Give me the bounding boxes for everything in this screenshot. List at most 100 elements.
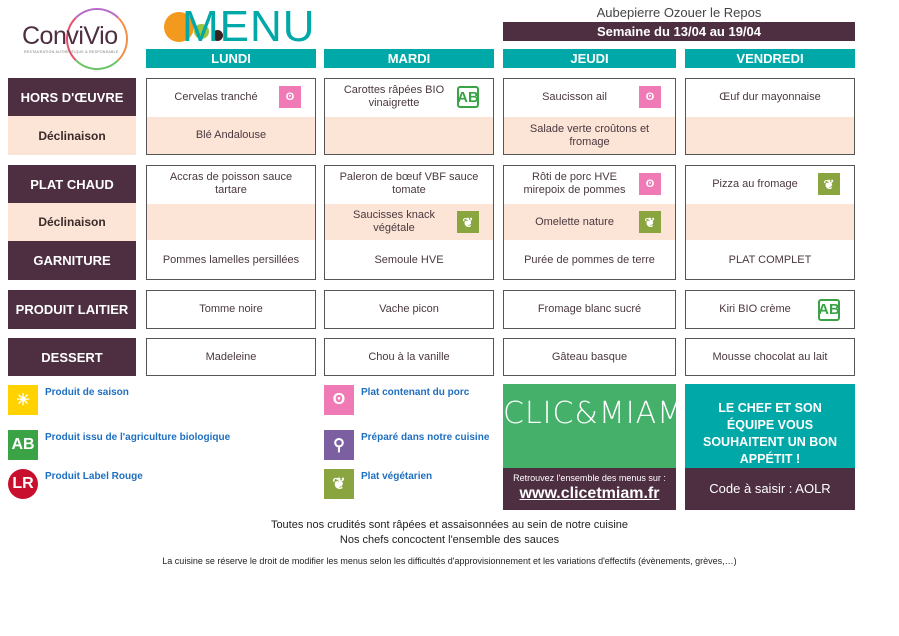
menu-cell: Rôti de porc HVE mirepoix de pommes ʘ bbox=[504, 166, 675, 202]
footer-note-1: Toutes nos crudités sont râpées et assai… bbox=[270, 519, 629, 531]
dish-name: Pizza au fromage bbox=[712, 177, 798, 190]
pig-icon: ʘ bbox=[324, 385, 354, 415]
menu-cell: Kiri BIO crème AB bbox=[686, 291, 854, 328]
row-label: HORS D'ŒUVRE bbox=[8, 78, 136, 116]
menu-group-box bbox=[685, 338, 855, 376]
dish-name: Carottes râpées BIO vinaigrette bbox=[343, 84, 445, 109]
dish-name: Omelette nature bbox=[535, 215, 614, 228]
clicmiam-panel[interactable]: CLIC&MIAM! Retrouvez l'ensemble des menu… bbox=[503, 384, 696, 510]
menu-group-box bbox=[685, 290, 855, 329]
dish-name: Vache picon bbox=[379, 303, 439, 315]
menu-cell bbox=[147, 204, 315, 240]
week-range: Semaine du 13/04 au 19/04 bbox=[503, 22, 855, 41]
legend-label: Produit issu de l'agriculture biologique bbox=[45, 432, 231, 443]
menu-cell: Pommes lamelles persillées bbox=[147, 242, 315, 279]
legend-label: Plat contenant du porc bbox=[361, 387, 470, 398]
leaf-icon: ❦ bbox=[639, 211, 661, 233]
pumpkin-illustration bbox=[164, 12, 194, 42]
page-title: MENU bbox=[182, 2, 316, 51]
access-code: Code à saisir : AOLR bbox=[685, 468, 855, 510]
leaf-icon: ❦ bbox=[818, 173, 840, 195]
menu-cell: Vache picon bbox=[325, 291, 493, 328]
menu-cell: Cervelas tranché ʘ bbox=[147, 79, 315, 115]
menu-cell: Semoule HVE bbox=[325, 242, 493, 279]
pig-icon: ʘ bbox=[279, 86, 301, 108]
menu-cell: Carottes râpées BIO vinaigrette AB bbox=[325, 79, 493, 115]
ab-icon: AB bbox=[818, 298, 840, 321]
menu-cell: Accras de poisson sauce tartare bbox=[147, 166, 315, 202]
menu-cell: Purée de pommes de terre bbox=[504, 242, 675, 279]
dish-name: Cervelas tranché bbox=[174, 90, 258, 103]
menu-group-box bbox=[503, 290, 676, 329]
row-label: Déclinaison bbox=[8, 116, 136, 155]
menu-group-box bbox=[503, 338, 676, 376]
clicmiam-text: Retrouvez l'ensemble des menus sur : bbox=[513, 473, 666, 483]
whisk-icon: ⚲ bbox=[324, 430, 354, 460]
menu-cell bbox=[686, 117, 854, 154]
label-rouge-icon: LR bbox=[8, 469, 38, 499]
leaf-icon: ❦ bbox=[324, 469, 354, 499]
menu-cell: Tomme noire bbox=[147, 291, 315, 328]
dish-name: Madeleine bbox=[205, 350, 257, 363]
pig-icon: ʘ bbox=[639, 86, 661, 108]
legend-label: Produit Label Rouge bbox=[45, 471, 143, 482]
menu-cell: Chou à la vanille bbox=[325, 339, 493, 375]
menu-cell: Salade verte croûtons et fromage bbox=[504, 117, 675, 154]
day-header-3: VENDREDI bbox=[685, 49, 855, 68]
menu-cell bbox=[325, 117, 493, 154]
dish-name: Chou à la vanille bbox=[368, 350, 450, 363]
menu-group-box bbox=[324, 290, 494, 329]
ab-icon: AB bbox=[8, 430, 38, 460]
ab-icon: AB bbox=[457, 86, 479, 108]
sun-icon: ☀ bbox=[8, 385, 38, 415]
menu-cell: PLAT COMPLET bbox=[686, 242, 854, 279]
legend-label: Plat végétarien bbox=[361, 471, 433, 482]
dish-name: Paleron de bœuf VBF sauce tomate bbox=[339, 171, 479, 196]
menu-cell: Saucisson ail ʘ bbox=[504, 79, 675, 115]
row-label: GARNITURE bbox=[8, 241, 136, 280]
menu-cell: Madeleine bbox=[147, 339, 315, 375]
row-label: PLAT CHAUD bbox=[8, 165, 136, 203]
lime-illustration bbox=[194, 24, 209, 39]
dish-name: Saucisses knack végétale bbox=[353, 209, 435, 234]
menu-cell: Pizza au fromage ❦ bbox=[686, 166, 854, 202]
dish-name: Mousse chocolat au lait bbox=[712, 350, 828, 363]
menu-cell: Saucisses knack végétale ❦ bbox=[325, 204, 493, 240]
menu-cell: Paleron de bœuf VBF sauce tomate bbox=[325, 166, 493, 202]
menu-cell bbox=[686, 204, 854, 240]
clicmiam-link[interactable]: www.clicetmiam.fr bbox=[519, 485, 660, 502]
row-label: DESSERT bbox=[8, 338, 136, 376]
dish-name: Pommes lamelles persillées bbox=[162, 254, 300, 266]
day-header-0: LUNDI bbox=[146, 49, 316, 68]
legend-label: Produit de saison bbox=[45, 387, 129, 398]
menu-cell: Blé Andalouse bbox=[147, 117, 315, 154]
dish-name: Kiri BIO crème bbox=[719, 303, 791, 315]
row-label: Déclinaison bbox=[8, 203, 136, 241]
pig-icon: ʘ bbox=[639, 173, 661, 195]
footer-note-2: Nos chefs concoctent l'ensemble des sauc… bbox=[339, 534, 560, 546]
leaf-icon: ❦ bbox=[457, 211, 479, 233]
chef-message: LE CHEF ET SON ÉQUIPE VOUS SOUHAITENT UN… bbox=[685, 384, 855, 468]
menu-group-box bbox=[324, 338, 494, 376]
convivio-logo: ConviVio RESTAURATION AUTHENTIQUE & RESP… bbox=[18, 8, 128, 70]
dish-name: PLAT COMPLET bbox=[728, 254, 812, 266]
school-name: Aubepierre Ozouer le Repos bbox=[596, 5, 762, 20]
dish-name: Tomme noire bbox=[199, 303, 263, 315]
dish-name: Semoule HVE bbox=[374, 254, 444, 266]
dish-name: Fromage blanc sucré bbox=[537, 303, 642, 315]
cherry-illustration bbox=[212, 30, 223, 41]
day-header-1: MARDI bbox=[324, 49, 494, 68]
chef-panel: LE CHEF ET SON ÉQUIPE VOUS SOUHAITENT UN… bbox=[685, 384, 855, 510]
dish-name: Gâteau basque bbox=[551, 350, 628, 363]
dish-name: Purée de pommes de terre bbox=[524, 254, 655, 266]
dish-name: Blé Andalouse bbox=[195, 129, 267, 141]
menu-group-box bbox=[146, 338, 316, 376]
dish-name: Saucisson ail bbox=[542, 90, 607, 103]
clicmiam-logo: CLIC&MIAM! bbox=[503, 384, 696, 468]
day-header-2: JEUDI bbox=[503, 49, 676, 68]
menu-group-box bbox=[146, 290, 316, 329]
menu-cell: Fromage blanc sucré bbox=[504, 291, 675, 328]
row-label: PRODUIT LAITIER bbox=[8, 290, 136, 329]
legend-label: Préparé dans notre cuisine bbox=[361, 432, 490, 443]
menu-cell: Omelette nature ❦ bbox=[504, 204, 675, 240]
